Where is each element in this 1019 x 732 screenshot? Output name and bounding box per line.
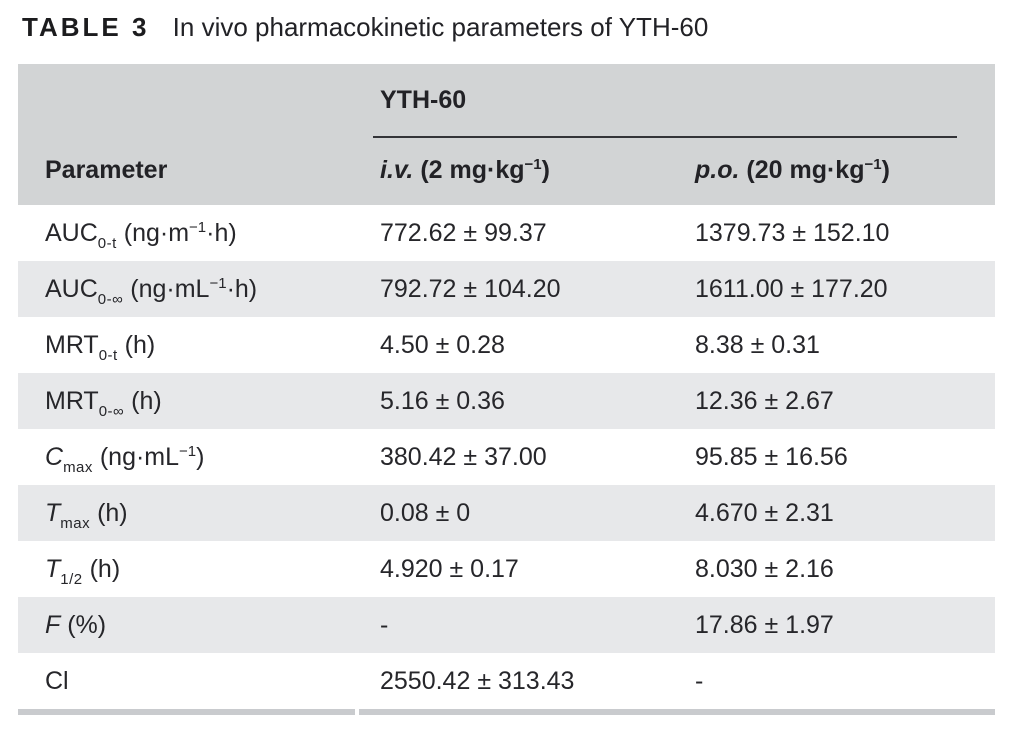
table-header: YTH-60 Parameter i.v. (2 mg·kg−1) p.o. (… (18, 64, 995, 205)
param-base: AUC (45, 274, 98, 303)
table-row: AUC0-t (ng·m−1·h) 772.62 ± 99.37 1379.73 ±… (18, 205, 995, 261)
parameter-cell: Tmax (h) (18, 498, 380, 532)
pk-parameters-table: YTH-60 Parameter i.v. (2 mg·kg−1) p.o. (… (18, 64, 995, 715)
param-unit-prefix: (ng·mL (92, 442, 180, 471)
table-row: MRT0-∞ (h) 5.16 ± 0.36 12.36 ± 2.67 (18, 373, 995, 429)
iv-value-cell: 5.16 ± 0.36 (380, 386, 505, 415)
param-unit-prefix: (h) (90, 498, 128, 527)
bottom-border-segment-left (18, 709, 355, 715)
parameter-cell: MRT0-t (h) (18, 330, 380, 364)
table-row: F (%) -17.86 ± 1.97 (18, 597, 995, 653)
iv-value-cell: 4.920 ± 0.17 (380, 554, 519, 583)
po-value-cell: 1379.73 ± 152.10 (695, 218, 890, 247)
po-route-label: p.o. (695, 156, 740, 184)
po-value-cell: 17.86 ± 1.97 (695, 610, 834, 639)
po-value-cell: 8.38 ± 0.31 (695, 330, 820, 359)
po-value-cell: - (695, 666, 704, 695)
param-unit-suffix: ·h) (226, 274, 258, 303)
param-unit-suffix: ) (196, 442, 205, 471)
param-subscript: 0-t (97, 234, 117, 252)
column-header-po: p.o. (20 mg·kg−1) (695, 156, 890, 185)
table-body: AUC0-t (ng·m−1·h) 772.62 ± 99.37 1379.73 ±… (18, 205, 995, 709)
po-dose-suffix: ) (881, 156, 890, 184)
iv-value-cell: 0.08 ± 0 (380, 498, 471, 527)
param-unit-exponent: −1 (179, 442, 197, 460)
iv-dose-exponent: −1 (524, 156, 542, 173)
po-value-cell: 4.670 ± 2.31 (695, 498, 834, 527)
param-base: C (45, 442, 64, 471)
po-dose-exponent: −1 (864, 156, 882, 173)
table-number: TABLE 3 (22, 12, 150, 42)
iv-value-cell: 380.42 ± 37.00 (380, 442, 547, 471)
param-subscript: 1/2 (60, 570, 83, 588)
table-row: MRT0-t (h) 4.50 ± 0.28 8.38 ± 0.31 (18, 317, 995, 373)
table-row: T1/2 (h) 4.920 ± 0.17 8.030 ± 2.16 (18, 541, 995, 597)
param-base: T (45, 554, 61, 583)
bottom-border-segment-right (359, 709, 995, 715)
param-unit-prefix: (%) (60, 610, 107, 639)
param-base: F (45, 610, 61, 639)
parameter-cell: Cl (18, 667, 380, 696)
param-unit-exponent: −1 (209, 274, 227, 292)
iv-value-cell: 772.62 ± 99.37 (380, 218, 547, 247)
param-unit-suffix: ·h) (206, 218, 237, 247)
group-header-rule (373, 136, 957, 138)
po-value-cell: 95.85 ± 16.56 (695, 442, 848, 471)
iv-value-cell: - (380, 610, 389, 639)
table-row: AUC0-∞ (ng·mL−1·h) 792.72 ± 104.20 1611.00… (18, 261, 995, 317)
param-unit-prefix: (ng·m (116, 218, 190, 247)
parameter-cell: AUC0-∞ (ng·mL−1·h) (18, 274, 380, 308)
iv-dose-suffix: ) (541, 156, 550, 184)
param-unit-prefix: (h) (117, 330, 156, 359)
parameter-cell: F (%) (18, 611, 380, 640)
param-base: MRT (45, 386, 99, 415)
param-unit-exponent: −1 (189, 218, 207, 236)
iv-value-cell: 4.50 ± 0.28 (380, 330, 505, 359)
parameter-cell: MRT0-∞ (h) (18, 386, 380, 420)
table-bottom-border (18, 709, 995, 715)
param-subscript: 0-∞ (98, 402, 125, 420)
po-dose-prefix: (20 mg·kg (739, 156, 865, 184)
param-base: T (45, 498, 61, 527)
po-value-cell: 12.36 ± 2.67 (695, 386, 834, 415)
param-unit-prefix: (h) (124, 386, 162, 415)
parameter-cell: AUC0-t (ng·m−1·h) (18, 218, 380, 252)
table-row: Tmax (h) 0.08 ± 0 4.670 ± 2.31 (18, 485, 995, 541)
param-subscript: 0-∞ (97, 290, 124, 308)
column-header-iv: i.v. (2 mg·kg−1) (380, 156, 550, 185)
iv-route-label: i.v. (380, 156, 414, 184)
table-caption: TABLE 3 In vivo pharmacokinetic paramete… (22, 12, 708, 43)
table-row: Cl 2550.42 ± 313.43 - (18, 653, 995, 709)
param-subscript: max (60, 514, 91, 532)
param-subscript: max (63, 458, 93, 476)
group-header-yth60: YTH-60 (380, 86, 467, 114)
iv-dose-prefix: (2 mg·kg (413, 156, 525, 184)
parameter-cell: Cmax (ng·mL−1) (18, 442, 380, 476)
param-unit-prefix: (h) (82, 554, 121, 583)
param-base: MRT (45, 330, 99, 359)
column-header-parameter: Parameter (45, 156, 168, 184)
po-value-cell: 1611.00 ± 177.20 (695, 274, 888, 303)
param-unit-prefix: (ng·mL (123, 274, 210, 303)
parameter-cell: T1/2 (h) (18, 554, 380, 588)
table-title-text: In vivo pharmacokinetic parameters of YT… (172, 12, 709, 42)
iv-value-cell: 2550.42 ± 313.43 (380, 666, 575, 695)
param-subscript: 0-t (98, 346, 118, 364)
param-base: Cl (45, 666, 69, 695)
iv-value-cell: 792.72 ± 104.20 (380, 274, 561, 303)
table-row: Cmax (ng·mL−1) 380.42 ± 37.00 95.85 ± 16.5… (18, 429, 995, 485)
param-base: AUC (45, 218, 98, 247)
po-value-cell: 8.030 ± 2.16 (695, 554, 834, 583)
